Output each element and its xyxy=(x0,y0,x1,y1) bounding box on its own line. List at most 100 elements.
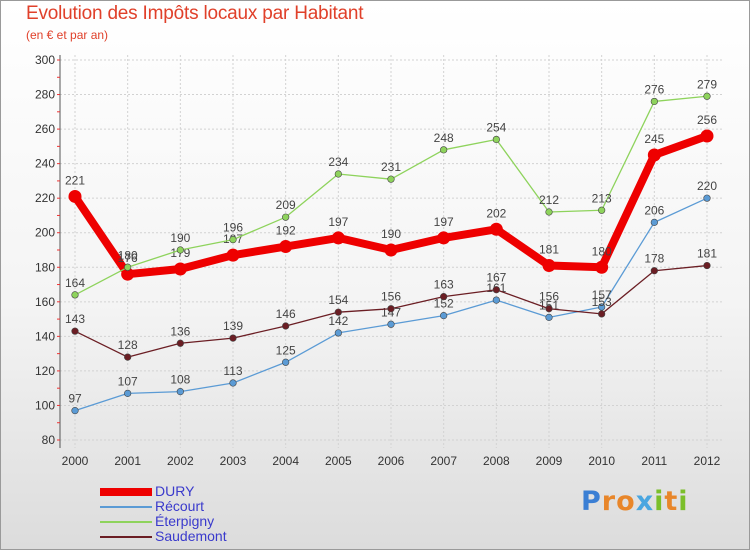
data-label: 190 xyxy=(170,231,190,245)
data-point xyxy=(440,312,448,320)
data-label: 180 xyxy=(118,248,138,262)
logo-letter: i xyxy=(678,486,689,517)
data-point xyxy=(229,334,237,342)
data-label: 163 xyxy=(434,278,454,292)
data-point xyxy=(595,260,609,274)
data-label: 108 xyxy=(170,373,190,387)
data-label: 181 xyxy=(697,247,717,261)
data-label: 142 xyxy=(328,314,348,328)
legend-item-récourt: Récourt xyxy=(100,498,320,515)
logo-letter: o xyxy=(616,486,636,517)
data-point xyxy=(282,322,290,330)
y-tick-label: 220 xyxy=(35,191,55,205)
x-tick-label: 2003 xyxy=(220,454,247,468)
x-tick-label: 2010 xyxy=(588,454,615,468)
data-label: 206 xyxy=(644,203,664,217)
data-label: 181 xyxy=(539,243,559,257)
y-tick-label: 260 xyxy=(35,122,55,136)
data-point xyxy=(121,267,135,281)
logo-letter: i xyxy=(654,486,665,517)
x-tick-label: 2009 xyxy=(536,454,563,468)
data-label: 156 xyxy=(539,290,559,304)
data-point xyxy=(545,313,553,321)
data-label: 231 xyxy=(381,160,401,174)
data-label: 212 xyxy=(539,193,559,207)
data-point xyxy=(545,305,553,313)
y-tick-label: 180 xyxy=(35,260,55,274)
data-point xyxy=(492,296,500,304)
data-point xyxy=(71,407,79,415)
data-label: 221 xyxy=(65,173,85,187)
x-tick-label: 2008 xyxy=(483,454,510,468)
data-point xyxy=(384,243,398,257)
x-tick-label: 2006 xyxy=(378,454,405,468)
data-point xyxy=(176,388,184,396)
data-point xyxy=(124,353,132,361)
data-point xyxy=(68,189,82,203)
data-label: 209 xyxy=(276,198,296,212)
data-label: 128 xyxy=(118,338,138,352)
legend-label: Saudemont xyxy=(155,528,227,544)
legend-swatch xyxy=(100,488,152,496)
data-point xyxy=(650,97,658,106)
x-tick-label: 2005 xyxy=(325,454,352,468)
data-label: 197 xyxy=(328,215,348,229)
data-label: 146 xyxy=(276,307,296,321)
legend-item-dury: DURY xyxy=(100,483,320,500)
y-tick-label: 120 xyxy=(35,364,55,378)
data-point xyxy=(176,246,184,254)
data-label: 256 xyxy=(697,113,717,127)
legend-label: Récourt xyxy=(155,498,205,514)
data-point xyxy=(598,303,606,311)
data-point xyxy=(176,339,184,347)
data-label: 196 xyxy=(223,221,243,235)
data-label: 202 xyxy=(486,206,506,220)
x-tick-label: 2001 xyxy=(114,454,141,468)
data-label: 125 xyxy=(276,343,296,357)
y-tick-label: 240 xyxy=(35,157,55,171)
data-label: 234 xyxy=(328,155,348,169)
data-point xyxy=(282,358,290,366)
data-point xyxy=(598,310,606,318)
data-point xyxy=(703,92,711,100)
y-tick-label: 300 xyxy=(35,53,55,67)
data-point xyxy=(282,213,290,221)
data-point xyxy=(703,261,711,270)
data-point xyxy=(492,286,500,294)
data-point xyxy=(437,231,451,245)
data-point xyxy=(650,267,658,275)
data-point xyxy=(440,146,448,154)
x-tick-label: 2007 xyxy=(430,454,457,468)
data-label: 143 xyxy=(65,312,85,326)
data-label: 107 xyxy=(118,374,138,388)
data-point xyxy=(124,263,132,271)
data-point xyxy=(173,262,187,276)
data-label: 279 xyxy=(697,77,717,91)
legend-item-éterpigny: Éterpigny xyxy=(100,513,320,530)
data-point xyxy=(334,308,342,316)
data-label: 178 xyxy=(644,252,664,266)
data-label: 156 xyxy=(381,290,401,304)
data-point xyxy=(334,170,342,178)
y-tick-label: 80 xyxy=(42,433,56,447)
data-label: 190 xyxy=(381,227,401,241)
data-point xyxy=(598,206,606,214)
data-point xyxy=(279,240,293,254)
data-point xyxy=(229,379,237,387)
data-label: 220 xyxy=(697,179,717,193)
data-label: 248 xyxy=(434,131,454,145)
data-label: 164 xyxy=(65,276,85,290)
data-point xyxy=(492,135,500,144)
data-label: 139 xyxy=(223,319,243,333)
data-point xyxy=(71,327,79,335)
logo-letter: P xyxy=(581,486,602,517)
chart-subtitle: (en € et par an) xyxy=(26,28,109,42)
legend-swatch xyxy=(100,506,152,508)
data-point xyxy=(71,291,79,299)
legend-swatch xyxy=(100,536,152,538)
y-tick-label: 100 xyxy=(35,398,55,412)
logo-letter: r xyxy=(601,486,617,517)
data-label: 136 xyxy=(170,324,190,338)
data-label: 176 xyxy=(118,251,138,265)
